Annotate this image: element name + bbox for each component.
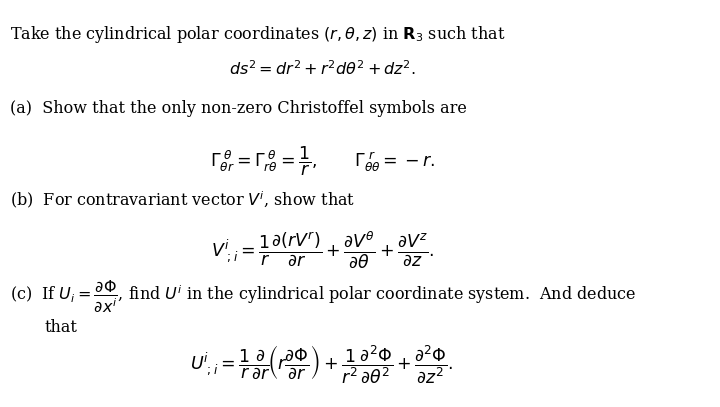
Text: that: that <box>45 319 78 336</box>
Text: Take the cylindrical polar coordinates $(r, \theta, z)$ in $\mathbf{R}_3$ such t: Take the cylindrical polar coordinates $… <box>10 24 505 45</box>
Text: $\Gamma_{\theta r}^{\ \theta} = \Gamma_{r\theta}^{\ \theta} = \dfrac{1}{r}, \qqu: $\Gamma_{\theta r}^{\ \theta} = \Gamma_{… <box>210 145 435 178</box>
Text: (c)  If $U_i = \dfrac{\partial \Phi}{\partial x^i}$, find $U^i$ in the cylindric: (c) If $U_i = \dfrac{\partial \Phi}{\par… <box>10 278 636 314</box>
Text: (b)  For contravariant vector $V^i$, show that: (b) For contravariant vector $V^i$, show… <box>10 189 355 210</box>
Text: $V^i_{\ ;i} = \dfrac{1}{r}\dfrac{\partial(rV^r)}{\partial r} + \dfrac{\partial V: $V^i_{\ ;i} = \dfrac{1}{r}\dfrac{\partia… <box>211 230 433 270</box>
Text: (a)  Show that the only non-zero Christoffel symbols are: (a) Show that the only non-zero Christof… <box>10 101 467 118</box>
Text: $U^i_{\ ;i} = \dfrac{1}{r}\dfrac{\partial}{\partial r}\!\left(r\dfrac{\partial \: $U^i_{\ ;i} = \dfrac{1}{r}\dfrac{\partia… <box>191 343 454 385</box>
Text: $ds^2 = dr^2 + r^2 d\theta^2 + dz^2.$: $ds^2 = dr^2 + r^2 d\theta^2 + dz^2.$ <box>229 60 415 79</box>
